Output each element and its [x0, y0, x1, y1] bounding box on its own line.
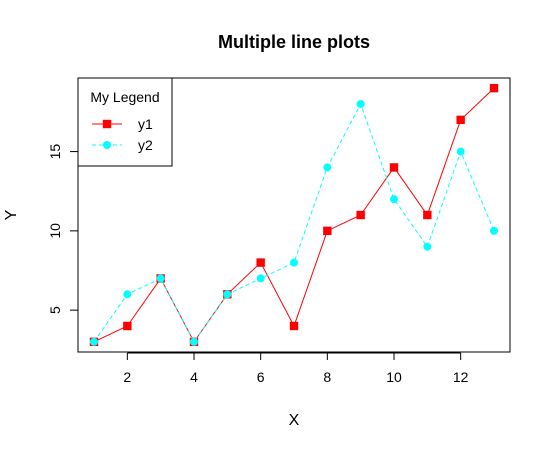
data-point-y2	[356, 100, 365, 109]
data-point-y1	[256, 258, 265, 267]
legend-entry-y2: y2	[92, 137, 153, 153]
data-point-y1	[389, 163, 399, 172]
data-point-y1	[423, 210, 432, 220]
y-axis-label: Y	[3, 209, 20, 220]
y-tick-label: 5	[47, 306, 63, 314]
data-point-y1	[123, 321, 132, 331]
data-point-y1	[489, 83, 499, 93]
data-point-y2	[223, 290, 232, 299]
series-y2	[90, 100, 498, 346]
legend-label-y2: y2	[138, 137, 153, 153]
x-tick-label: 6	[257, 369, 265, 385]
x-tick-label: 8	[323, 369, 331, 385]
data-point-y2	[90, 337, 98, 346]
x-tick-label: 4	[190, 369, 198, 385]
y-tick-label: 15	[47, 144, 63, 160]
x-axis: 2 4 6 8 10 12	[123, 352, 469, 385]
data-point-y2	[390, 195, 398, 204]
data-point-y2	[290, 258, 298, 267]
legend-marker-y1	[102, 119, 112, 129]
data-point-y2	[456, 147, 465, 156]
legend-box	[77, 77, 173, 167]
x-tick-label: 12	[453, 369, 469, 385]
data-point-y2	[190, 337, 198, 346]
data-point-y2	[123, 290, 132, 299]
data-point-y2	[256, 274, 265, 283]
x-tick-label: 2	[123, 369, 131, 385]
x-axis-label: X	[289, 412, 300, 429]
legend-entry-y1: y1	[92, 116, 153, 132]
legend-label-y1: y1	[138, 116, 153, 132]
y-tick-label: 10	[47, 223, 63, 239]
y-axis: 5 10 15	[47, 144, 79, 314]
data-point-y2	[323, 163, 332, 172]
series-layer	[89, 83, 499, 347]
x-tick-label: 10	[386, 369, 402, 385]
legend-title: My Legend	[90, 89, 159, 105]
data-point-y1	[323, 226, 332, 236]
legend-marker-y2	[103, 141, 111, 149]
data-point-y2	[423, 242, 432, 251]
data-point-y1	[356, 210, 365, 220]
data-point-y2	[490, 226, 498, 235]
chart-title: Multiple line plots	[218, 32, 370, 52]
data-point-y1	[289, 321, 299, 331]
data-point-y2	[156, 274, 165, 283]
data-point-y1	[456, 115, 465, 125]
